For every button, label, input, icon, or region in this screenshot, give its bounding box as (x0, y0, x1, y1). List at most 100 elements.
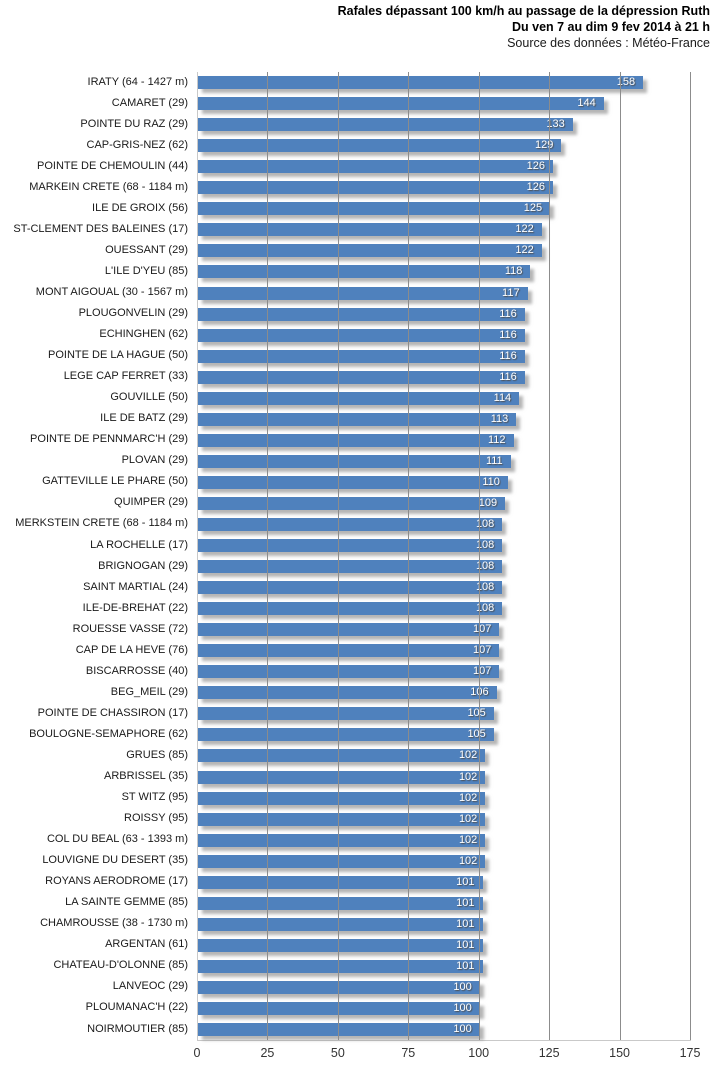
chart-title: Rafales dépassant 100 km/h au passage de… (337, 4, 710, 18)
category-label: BISCARROSSE (40) (85, 664, 188, 677)
bar: 105 (198, 707, 494, 721)
bar-value-label: 101 (456, 896, 475, 909)
category-label: BRIGNOGAN (29) (98, 559, 188, 572)
bar: 116 (198, 370, 525, 384)
bar-value-label: 126 (526, 160, 545, 173)
bar-value-label: 101 (456, 959, 475, 972)
bar: 133 (198, 118, 573, 132)
gridline-x-75 (408, 72, 410, 1040)
bar-value-label: 116 (499, 307, 517, 320)
category-label: MONT AIGOUAL (30 - 1567 m) (35, 286, 188, 298)
gridline-x-125 (549, 72, 551, 1040)
bar-value-label: 112 (487, 433, 506, 446)
bar-value-label: 113 (490, 412, 509, 425)
gridline-x-150 (619, 72, 621, 1040)
category-label: POINTE DE PENNMARC'H (29) (30, 433, 188, 446)
bar: 106 (198, 686, 497, 700)
category-label: CHATEAU-D'OLONNE (85) (53, 959, 188, 972)
bar-value-label: 122 (515, 244, 534, 257)
category-label: POINTE DE CHEMOULIN (44) (37, 159, 188, 172)
x-tick-label: 100 (468, 1046, 490, 1060)
category-label: BOULOGNE-SEMAPHORE (62) (29, 727, 188, 740)
bar-value-label: 118 (504, 265, 523, 278)
bar-value-label: 102 (458, 812, 478, 825)
bar: 118 (198, 265, 531, 279)
bar-value-label: 107 (473, 644, 492, 657)
bar-value-label: 110 (482, 475, 500, 488)
bar-value-label: 105 (467, 707, 486, 720)
bar: 102 (198, 749, 486, 763)
bar-value-label: 105 (467, 728, 486, 741)
bar: 116 (198, 349, 525, 363)
value-axis-tick-labels: 0 25 50 75 100 125 150 175 (0, 1046, 715, 1066)
category-label: LA ROCHELLE (17) (90, 538, 188, 551)
category-label: MARKEIN CRETE (68 - 1184 m) (29, 180, 188, 193)
x-tick-label: 150 (609, 1046, 630, 1060)
bar: 102 (198, 833, 486, 847)
plot-area: 158 144 133 129 126 126 125 122 122 118 117 116 116 1… (197, 72, 691, 1041)
x-tick-label: 25 (260, 1046, 275, 1060)
category-label: BEG_MEIL (29) (110, 685, 188, 698)
bar: 122 (198, 244, 542, 258)
category-label: GRUES (85) (126, 748, 188, 761)
category-axis-labels: IRATY (64 - 1427 m) CAMARET (29) POINTE DU… (0, 72, 192, 1040)
bar-value-label: 101 (456, 917, 475, 930)
gridline-x-175 (690, 72, 691, 1040)
bar: 108 (198, 517, 503, 531)
category-label: COL DU BEAL (63 - 1393 m) (46, 833, 188, 846)
bar-value-label: 133 (546, 118, 565, 131)
category-label: ILE DE GROIX (56) (92, 201, 188, 214)
bar: 105 (198, 728, 494, 742)
category-label: POINTE DU RAZ (29) (80, 117, 188, 130)
category-label: GATTEVILLE LE PHARE (50) (42, 475, 188, 488)
category-label: PLOUGONVELIN (29) (78, 307, 188, 319)
bar: 102 (198, 854, 486, 868)
bar-value-label: 102 (458, 833, 478, 846)
bar-value-label: 108 (475, 517, 495, 530)
bar: 144 (198, 97, 604, 111)
bar-value-label: 107 (473, 623, 492, 636)
bar-value-label: 107 (473, 665, 492, 678)
bar-value-label: 101 (456, 938, 475, 951)
bar: 111 (198, 454, 511, 468)
category-label: ST-CLEMENT DES BALEINES (17) (13, 222, 188, 235)
bar-value-label: 102 (458, 854, 478, 867)
x-tick-label: 50 (330, 1046, 345, 1060)
bar-value-label: 129 (535, 139, 554, 152)
gridline-x-50 (337, 72, 339, 1040)
bar: 122 (198, 223, 542, 237)
bar-value-label: 101 (456, 875, 475, 888)
category-label: ILE DE BATZ (29) (100, 412, 188, 425)
bar: 102 (198, 812, 486, 826)
bar-value-label: 122 (515, 223, 534, 236)
gridline-x-100 (478, 72, 480, 1040)
bar-value-label: 116 (499, 328, 517, 341)
bar: 112 (198, 433, 514, 447)
gridline-x-25 (267, 72, 269, 1040)
bar: 113 (198, 412, 517, 426)
bar-value-label: 111 (485, 454, 503, 467)
category-label: LOUVIGNE DU DESERT (35) (42, 854, 188, 867)
bar-value-label: 158 (616, 76, 636, 88)
bar-value-label: 125 (523, 202, 543, 215)
category-label: QUIMPER (29) (114, 496, 188, 509)
bar: 101 (198, 959, 483, 973)
category-label: ARGENTAN (61) (105, 938, 188, 951)
category-label: GOUVILLE (50) (110, 391, 188, 404)
bar: 126 (198, 181, 553, 195)
category-label: ROYANS AERODROME (17) (45, 875, 188, 888)
category-label: OUESSANT (29) (105, 243, 188, 256)
chart-subtitle: Du ven 7 au dim 9 fev 2014 à 21 h (511, 20, 710, 34)
bar-value-label: 114 (493, 391, 512, 404)
category-label: L'ILE D'YEU (85) (104, 264, 188, 277)
bar-value-label: 116 (499, 370, 517, 383)
bar-value-label: 108 (475, 602, 495, 615)
bar: 107 (198, 644, 500, 658)
bar: 116 (198, 307, 525, 321)
bar: 108 (198, 581, 503, 595)
x-tick-label: 0 (193, 1046, 201, 1060)
bar: 116 (198, 328, 525, 342)
category-label: MERKSTEIN CRETE (68 - 1184 m) (15, 517, 188, 530)
bar-value-label: 100 (453, 1023, 472, 1035)
bar: 109 (198, 496, 506, 510)
